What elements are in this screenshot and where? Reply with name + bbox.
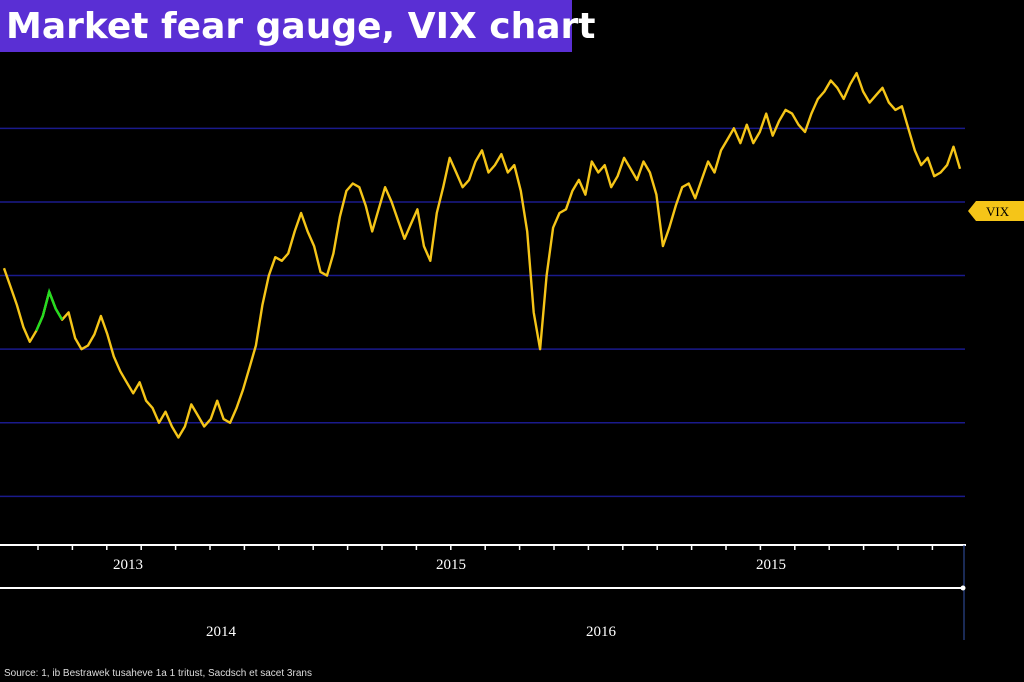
series-highlight-segment — [35, 287, 64, 332]
x-tick-label-row2-2: 2016 — [586, 624, 617, 640]
x-axis — [0, 544, 966, 640]
chart-title: Market fear gauge, VIX chart — [6, 5, 596, 47]
series-tag-label: VIX — [986, 204, 1010, 219]
gridlines — [0, 127, 965, 498]
series-line-vix — [2, 71, 962, 439]
x-tick-label-row1-2: 2015 — [436, 557, 466, 573]
series-tag-shape — [968, 201, 1024, 221]
series-group — [2, 71, 962, 439]
x-tick-label-row2-1: 2014 — [206, 624, 237, 640]
x-tick-labels: 2013 2015 2015 2014 2016 — [113, 557, 786, 640]
x-tick-label-row1-3: 2015 — [756, 557, 786, 573]
source-note: Source: 1, ib Bestrawek tusaheve 1a 1 tr… — [4, 668, 312, 679]
series-end-tag: VIX — [968, 201, 1024, 221]
x-axis-end-marker — [960, 585, 966, 591]
chart-title-bar: Market fear gauge, VIX chart — [0, 0, 596, 52]
x-tick-label-row1-1: 2013 — [113, 557, 143, 573]
